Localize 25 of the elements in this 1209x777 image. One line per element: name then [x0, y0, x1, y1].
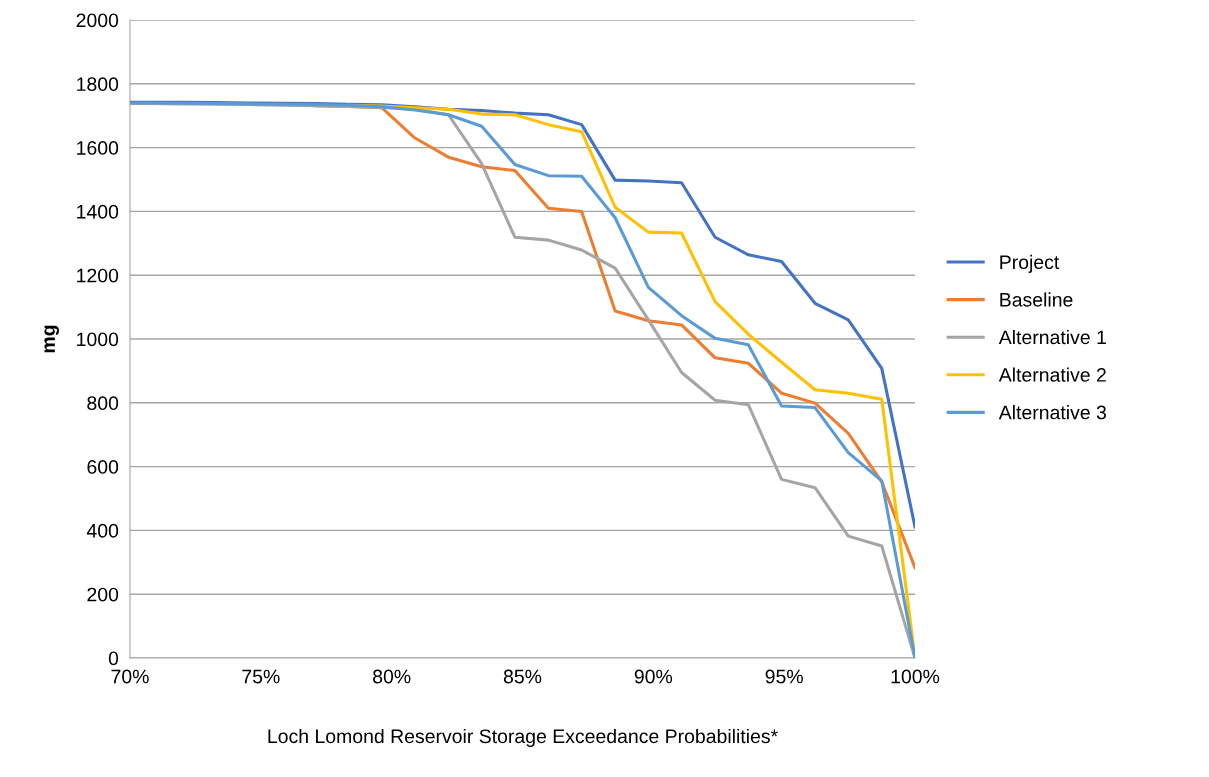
y-tick-label: 1000	[77, 332, 119, 347]
x-tick-label: 75%	[242, 669, 280, 684]
y-tick-label: 1200	[77, 268, 119, 283]
y-tick-label: 2000	[76, 13, 119, 28]
legend-label: Alternative 1	[998, 329, 1106, 345]
legend-label: Project	[1000, 254, 1060, 273]
y-tick-label: 200	[87, 587, 119, 602]
y-axis-title: mg	[44, 325, 59, 353]
y-tick-label: 400	[86, 523, 119, 538]
y-tick-label: 1400	[77, 204, 119, 219]
x-axis-title: Loch Lomond Reservoir Storage Exceedance Probabilities*	[268, 728, 778, 748]
y-tick-label: 600	[87, 460, 119, 474]
y-tick-label: 800	[87, 396, 119, 411]
y-tick-label: 1800	[77, 77, 119, 92]
x-tick-label: 70%	[111, 669, 149, 684]
x-tick-label: 95%	[765, 669, 803, 684]
legend-label: Alternative 2	[998, 367, 1106, 382]
x-tick-label: 80%	[373, 669, 411, 684]
legend-label: Alternative 3	[998, 405, 1106, 420]
y-tick-label: 1600	[77, 141, 119, 155]
x-tick-label: 90%	[634, 669, 673, 684]
x-tick-label: 100%	[891, 669, 940, 684]
y-tick-label: 0	[108, 651, 119, 666]
legend-label: Baseline	[1000, 292, 1073, 307]
x-tick-label: 85%	[503, 669, 542, 684]
